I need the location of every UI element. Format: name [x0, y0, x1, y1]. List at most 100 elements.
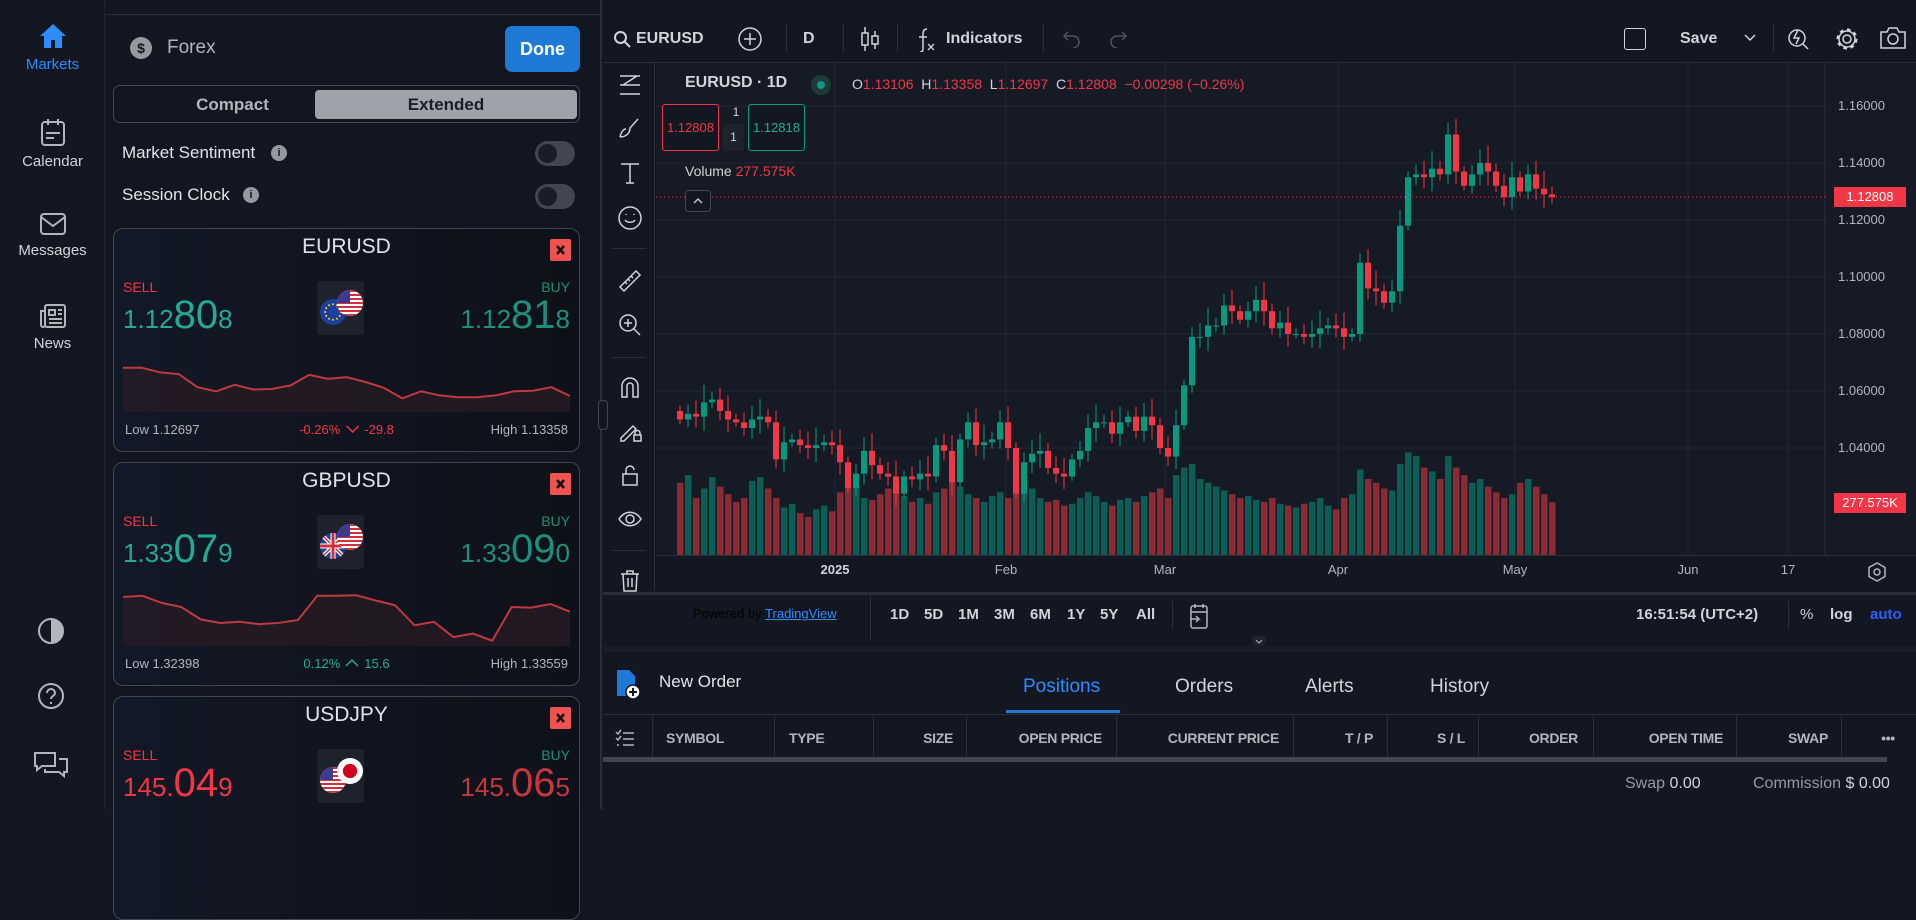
buy-price[interactable]: 1.33090	[460, 527, 570, 572]
time-axis[interactable]	[656, 555, 1916, 590]
close-button[interactable]	[550, 239, 571, 261]
tab-history[interactable]: History	[1430, 676, 1490, 697]
column-header[interactable]: T / P	[1344, 730, 1373, 746]
candle-body	[1173, 425, 1179, 457]
nav-markets[interactable]: Markets	[0, 22, 105, 73]
collapse-legend-button[interactable]	[685, 190, 711, 212]
open-value: 1.13106	[862, 76, 914, 92]
interval-button[interactable]: D	[803, 29, 815, 47]
go-to-date-icon[interactable]	[1188, 602, 1210, 630]
volume-bar	[1125, 498, 1132, 555]
settings-gear-icon[interactable]	[1834, 26, 1860, 52]
tab-alerts[interactable]: Alerts	[1305, 676, 1354, 697]
collapse-panel-handle[interactable]	[598, 400, 608, 430]
new-order-button[interactable]: New Order	[659, 672, 742, 691]
trend-line-icon[interactable]	[617, 72, 643, 98]
candle-body	[1117, 422, 1123, 434]
close-button[interactable]	[550, 707, 571, 729]
session-clock-toggle[interactable]	[535, 184, 575, 209]
column-header[interactable]: OPEN TIME	[1648, 730, 1724, 746]
instrument-card[interactable]: GBPUSD SELL BUY 1.33079 1.33090 Low 1.32398 0.…	[113, 462, 580, 686]
undo-icon[interactable]	[1062, 30, 1082, 48]
brush-icon[interactable]	[617, 115, 643, 141]
buy-price[interactable]: 1.12818	[460, 293, 570, 338]
percent-scale-button[interactable]: %	[1800, 606, 1814, 623]
chevron-down-icon[interactable]	[1744, 34, 1756, 42]
help-icon[interactable]	[37, 682, 65, 710]
tab-orders[interactable]: Orders	[1175, 676, 1234, 697]
candles-icon[interactable]	[858, 25, 882, 53]
new-order-icon[interactable]	[615, 668, 643, 700]
period-5y[interactable]: 5Y	[1100, 606, 1119, 623]
ruler-icon[interactable]	[617, 268, 643, 294]
chat-icon[interactable]	[33, 750, 69, 780]
period-1d[interactable]: 1D	[890, 606, 910, 623]
splitter[interactable]	[603, 646, 1916, 652]
column-header[interactable]: SYMBOL	[666, 730, 725, 746]
period-all[interactable]: All	[1136, 606, 1156, 623]
column-header[interactable]: CURRENT PRICE	[1167, 730, 1280, 746]
extended-option[interactable]: Extended	[315, 90, 577, 119]
sell-price-button[interactable]: 1.12808	[662, 104, 719, 151]
market-sentiment-toggle[interactable]	[535, 141, 575, 166]
compact-option[interactable]: Compact	[196, 95, 269, 114]
info-icon[interactable]: i	[243, 187, 259, 203]
zoom-in-icon[interactable]	[617, 312, 643, 338]
horizontal-scrollbar[interactable]	[603, 757, 1887, 762]
camera-icon[interactable]	[1879, 26, 1907, 50]
trash-icon[interactable]	[617, 568, 643, 594]
redo-icon[interactable]	[1108, 30, 1128, 48]
sell-price[interactable]: 1.12808	[123, 293, 233, 338]
column-header[interactable]: TYPE	[789, 730, 825, 746]
candle	[1053, 456, 1059, 483]
column-header[interactable]: SIZE	[923, 730, 953, 746]
column-header[interactable]: S / L	[1436, 730, 1465, 746]
sell-price[interactable]: 1.33079	[123, 527, 233, 572]
column-header[interactable]: ORDER	[1528, 730, 1578, 746]
period-1m[interactable]: 1M	[958, 606, 979, 623]
price-chart[interactable]	[656, 63, 1916, 555]
lock-drawing-icon[interactable]	[617, 418, 643, 444]
nav-calendar[interactable]: Calendar	[0, 117, 105, 170]
clock-timezone[interactable]: 16:51:54 (UTC+2)	[1636, 606, 1759, 623]
candle	[1165, 436, 1171, 466]
column-header[interactable]: SWAP	[1787, 730, 1828, 746]
eye-icon[interactable]	[617, 506, 643, 532]
instrument-card[interactable]: USDJPY SELL BUY 145.049 145.065	[113, 696, 580, 920]
quantity-input[interactable]: 1	[723, 124, 744, 151]
tradingview-link[interactable]: TradingView	[765, 606, 837, 621]
nav-messages[interactable]: Messages	[0, 212, 105, 259]
axis-settings-icon[interactable]	[1866, 561, 1888, 583]
log-scale-button[interactable]: log	[1830, 606, 1853, 623]
save-button[interactable]: Save	[1680, 29, 1718, 47]
buy-price[interactable]: 145.065	[460, 761, 570, 806]
text-icon[interactable]	[617, 160, 643, 186]
done-button[interactable]: Done	[505, 26, 580, 72]
magnet-icon[interactable]	[617, 375, 643, 401]
buy-price-button[interactable]: 1.12818	[748, 104, 805, 151]
close-button[interactable]	[550, 473, 571, 495]
fullscreen-icon[interactable]	[1624, 28, 1646, 50]
nav-news[interactable]: News	[0, 303, 105, 352]
unlock-icon[interactable]	[617, 462, 643, 488]
more-columns-button[interactable]: •••	[1881, 730, 1895, 746]
quick-search-icon[interactable]	[1786, 25, 1810, 53]
instrument-card[interactable]: EURUSD SELL BUY 1.12808 1.12818 Low 1.12697 -0…	[113, 228, 580, 452]
sell-price[interactable]: 145.049	[123, 761, 233, 806]
symbol-search[interactable]: EURUSD	[613, 14, 704, 63]
period-1y[interactable]: 1Y	[1067, 606, 1086, 623]
candle	[685, 404, 691, 428]
info-icon[interactable]: i	[271, 145, 287, 161]
auto-scale-button[interactable]: auto	[1870, 606, 1902, 623]
emoji-icon[interactable]	[617, 205, 643, 231]
contrast-icon[interactable]	[37, 617, 65, 645]
collapse-bottom-icon[interactable]	[1252, 636, 1266, 646]
indicators-button[interactable]: Indicators	[914, 14, 1022, 63]
period-3m[interactable]: 3M	[994, 606, 1015, 623]
compare-plus-icon[interactable]	[737, 26, 763, 52]
period-5d[interactable]: 5D	[924, 606, 944, 623]
tab-positions[interactable]: Positions	[1023, 676, 1101, 697]
column-header[interactable]: OPEN PRICE	[1018, 730, 1103, 746]
column-settings-icon[interactable]	[614, 728, 636, 748]
period-6m[interactable]: 6M	[1030, 606, 1051, 623]
